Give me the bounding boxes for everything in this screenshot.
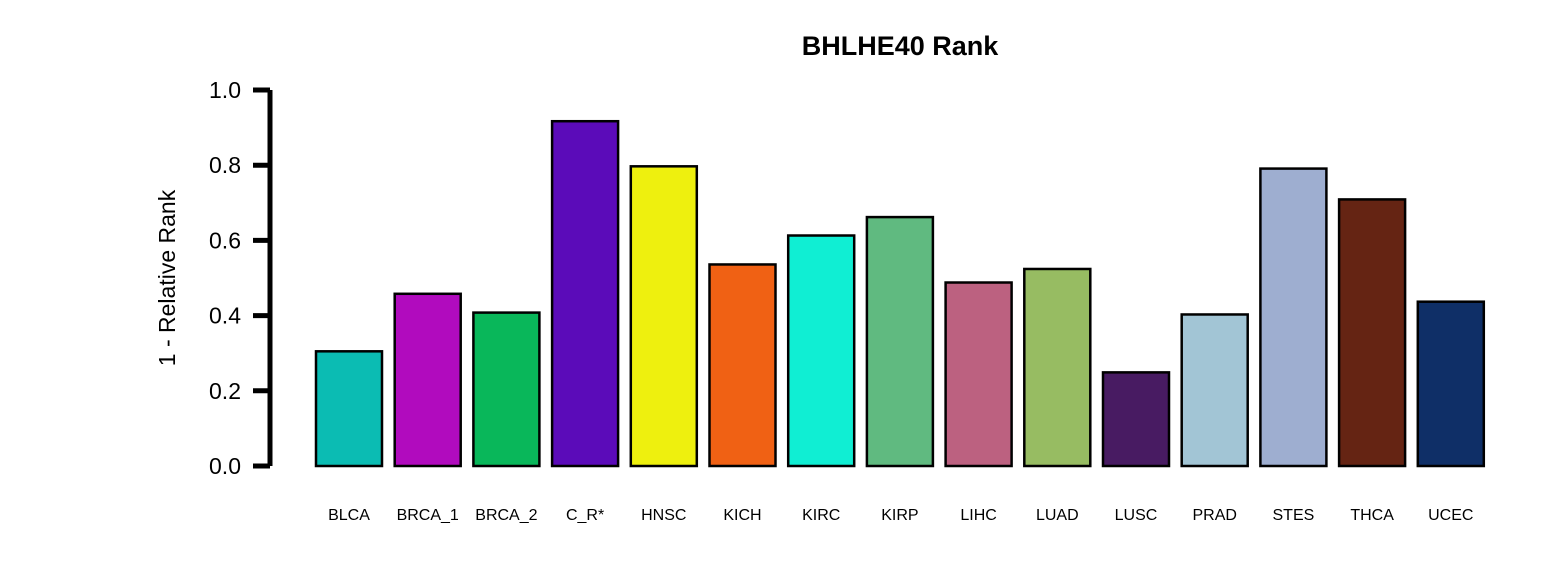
x-tick-label: BRCA_2: [475, 507, 537, 524]
bar: [865, 215, 935, 468]
bars: [314, 119, 1486, 468]
y-tick-label: 0.0: [209, 453, 241, 479]
bar: [314, 350, 384, 468]
bar: [1337, 198, 1407, 468]
bar: [550, 119, 620, 468]
x-tick-label: BLCA: [328, 507, 370, 524]
y-tick-label: 1.0: [209, 77, 241, 103]
chart-title: BHLHE40 Rank: [802, 31, 1000, 61]
x-tick-label: STES: [1273, 507, 1315, 524]
y-axis: 0.0 0.2 0.4 0.6 0.8 1.0: [209, 77, 273, 479]
x-axis-labels: BLCA BRCA_1 BRCA_2 C_R* HNSC KICH KIRC KIRP LIHC…: [328, 507, 1473, 524]
bar: [786, 234, 856, 468]
x-tick-label: PRAD: [1192, 507, 1236, 524]
bar: [1259, 167, 1328, 468]
bar: [1416, 300, 1486, 468]
x-tick-label: KIRC: [802, 507, 840, 524]
bar: [472, 311, 541, 468]
x-tick-label: HNSC: [641, 507, 686, 524]
x-tick-label: LUSC: [1115, 507, 1158, 524]
bar: [629, 165, 699, 468]
x-tick-label: LIHC: [960, 507, 996, 524]
bar: [708, 263, 777, 468]
bar: [1023, 267, 1092, 468]
x-tick-label: UCEC: [1428, 507, 1473, 524]
x-tick-label: KICH: [723, 507, 761, 524]
bar: [1180, 313, 1249, 468]
y-axis-label: 1 - Relative Rank: [154, 189, 180, 366]
x-tick-label: LUAD: [1036, 507, 1079, 524]
x-tick-label: THCA: [1350, 507, 1394, 524]
x-tick-label: BRCA_1: [397, 507, 459, 524]
y-tick-label: 0.6: [209, 227, 241, 253]
y-tick-label: 0.2: [209, 378, 241, 404]
bar: [393, 292, 462, 468]
bar: [1101, 371, 1171, 468]
x-tick-label: C_R*: [566, 507, 604, 524]
x-tick-label: KIRP: [881, 507, 918, 524]
y-tick-label: 0.4: [209, 303, 241, 329]
bar: [944, 281, 1013, 468]
y-tick-label: 0.8: [209, 152, 241, 178]
